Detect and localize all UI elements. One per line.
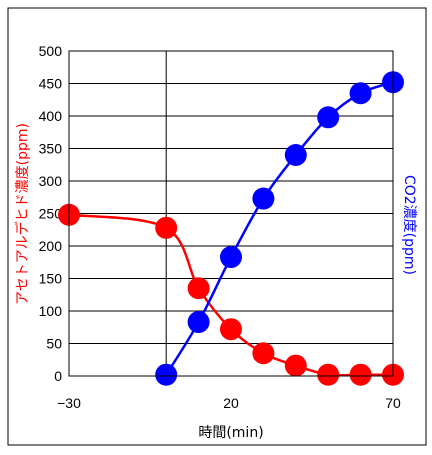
data-point xyxy=(155,363,178,386)
data-point xyxy=(317,106,340,129)
data-point xyxy=(220,318,242,341)
data-point xyxy=(317,363,340,386)
data-point xyxy=(349,363,372,386)
y-tick-label: 200 xyxy=(39,238,63,254)
y-tick-label: 150 xyxy=(39,271,63,287)
data-point xyxy=(220,246,242,269)
y-tick-label: 300 xyxy=(39,173,63,189)
y-axis-title-left: アセトアルデヒド濃度(ppm) xyxy=(14,123,31,305)
series-co2 xyxy=(155,71,404,386)
y-tick-label: 400 xyxy=(39,108,63,124)
data-point xyxy=(187,277,210,300)
x-axis-title: 時間(min) xyxy=(198,425,263,441)
data-point xyxy=(187,311,210,334)
series-layer xyxy=(58,71,404,386)
series-acetaldehyde xyxy=(58,203,404,386)
y-tick-label: 50 xyxy=(46,336,62,352)
data-point xyxy=(284,354,307,377)
x-tick-labels: −30 20 70 xyxy=(57,395,401,411)
y-axis-title-right: CO2濃度(ppm) xyxy=(401,175,417,275)
data-point xyxy=(155,216,178,239)
y-tick-label: 500 xyxy=(39,43,63,59)
y-tick-label: 0 xyxy=(54,368,62,384)
x-tick-label: −30 xyxy=(57,395,81,411)
y-tick-labels: 0 50 100 150 200 250 300 350 400 450 500 xyxy=(39,43,63,384)
data-point xyxy=(284,144,307,166)
x-tick-label: 20 xyxy=(223,395,239,411)
data-point xyxy=(252,342,275,365)
y-tick-label: 250 xyxy=(39,206,63,222)
plot-area-frame xyxy=(68,50,394,377)
data-point xyxy=(349,82,372,105)
y-tick-label: 100 xyxy=(39,303,63,319)
data-point xyxy=(252,187,275,210)
x-tick-label: 70 xyxy=(385,395,401,411)
y-tick-label: 350 xyxy=(39,141,63,157)
y-tick-label: 450 xyxy=(39,76,63,92)
